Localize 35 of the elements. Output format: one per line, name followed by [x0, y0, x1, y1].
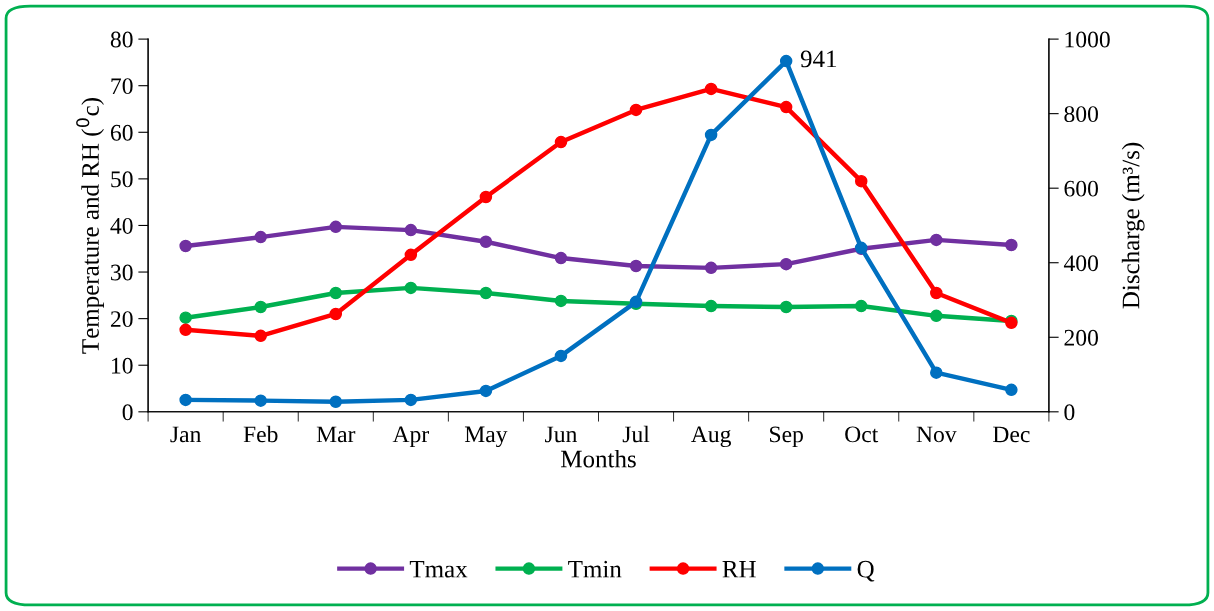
x-tick-label: Jan	[170, 426, 202, 443]
y-tick-label: 50	[111, 171, 133, 188]
x-axis-title: Months	[561, 449, 636, 468]
x-tick-label: Feb	[243, 425, 278, 443]
y-tick-label: 20	[110, 311, 133, 328]
y2-tick-label: 0	[1064, 404, 1075, 421]
x-tick-label: Sep	[770, 426, 803, 448]
legend-label: Tmin	[568, 560, 622, 578]
legend-label: Tmax	[409, 561, 468, 578]
x-tick-label: Oct	[845, 426, 879, 443]
y2-tick-label: 600	[1064, 180, 1098, 197]
y2-tick-label: 200	[1064, 329, 1098, 346]
y-tick-label: 0	[122, 404, 133, 421]
y2-tick-label: 400	[1063, 255, 1098, 272]
legend-label: Q	[857, 560, 875, 582]
y-tick-label: 70	[111, 78, 133, 95]
y-tick-label: 40	[110, 217, 133, 234]
y-tick-label: 10	[111, 357, 133, 374]
y-tick-label: 80	[110, 31, 133, 48]
x-tick-label: Aug	[691, 426, 731, 448]
data-label: 941	[800, 50, 837, 68]
y2-tick-label: 800	[1064, 106, 1098, 123]
y2-axis-title: Discharge (m³/s)	[1121, 142, 1145, 309]
x-tick-label: Dec	[993, 426, 1030, 443]
legend-label: RH	[722, 561, 756, 578]
x-tick-label: Jun	[545, 426, 578, 443]
y2-tick-label: 1000	[1065, 31, 1110, 48]
x-tick-label: Nov	[916, 426, 957, 443]
y-tick-label: 30	[111, 264, 133, 281]
x-tick-label: Mar	[316, 426, 356, 443]
x-tick-label: Apr	[392, 426, 429, 448]
x-tick-label: Jul	[622, 425, 650, 443]
x-tick-label: May	[464, 426, 508, 448]
y-axis-title: Temperature and RH ($^{0}$c)	[76, 98, 104, 354]
y-tick-label: 60	[110, 124, 133, 141]
